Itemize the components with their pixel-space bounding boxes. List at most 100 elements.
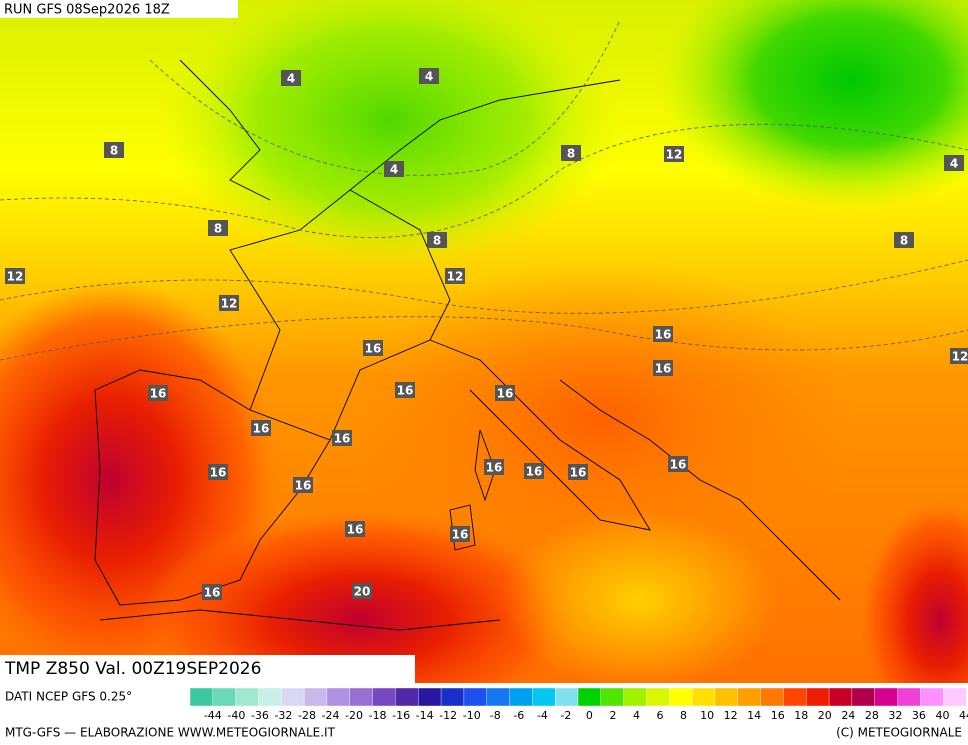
contour-label: 12	[950, 348, 968, 364]
legend-swatch	[646, 687, 670, 707]
contour-label-box	[148, 385, 168, 401]
contour-label-text: 16	[570, 466, 587, 480]
contour-label-text: 4	[950, 157, 958, 171]
contour-label-text: 16	[150, 387, 167, 401]
contour-label-box	[208, 464, 228, 480]
legend-tick-label: -40	[227, 709, 245, 722]
contour-label: 16	[450, 526, 470, 542]
legend-swatch	[600, 687, 625, 707]
legend-tick-label: 4	[633, 709, 640, 722]
contour-label-box	[345, 521, 365, 537]
legend-tick-label: 6	[657, 709, 664, 722]
contour-label: 16	[332, 430, 352, 446]
run-label: RUN GFS 08Sep2026 18Z	[4, 3, 170, 18]
contour-labels: 4 4 8 4 8 12 4 8 8 8 12 12 12 16 12 16 16 16 16 16 16 16 16 16 1…	[5, 68, 968, 600]
contour-label-text: 12	[952, 350, 968, 364]
source-label: DATI NCEP GFS 0.25°	[5, 690, 132, 704]
contour-label: 16	[395, 382, 415, 398]
legend-tick-label: -32	[274, 709, 292, 722]
contour-label-text: 16	[655, 328, 672, 342]
contour-label-text: 16	[452, 528, 469, 542]
contour-label-text: 20	[354, 585, 371, 599]
contour-label-box	[568, 464, 588, 480]
legend-swatch	[395, 687, 419, 707]
contour-label-box	[202, 584, 222, 600]
legend-swatch	[623, 687, 647, 707]
contour-label: 16	[653, 360, 673, 376]
contour-label-text: 8	[567, 147, 575, 161]
contour-label-box	[104, 142, 124, 158]
legend-tick-label: -36	[251, 709, 269, 722]
legend-swatch	[760, 687, 784, 707]
contour-label-box	[395, 382, 415, 398]
legend-tick-label: 20	[818, 709, 832, 722]
contour-label: 4	[281, 70, 301, 86]
contour-label: 8	[208, 220, 228, 236]
contour-label-box	[524, 463, 544, 479]
legend-tick-label: -16	[392, 709, 410, 722]
contour-label: 16	[653, 326, 673, 342]
contour-label: 12	[5, 268, 25, 284]
legend-swatch	[920, 687, 944, 707]
contour-label: 12	[445, 268, 465, 284]
contour-label-box	[5, 268, 25, 284]
legend-tick-label: -12	[439, 709, 457, 722]
legend-swatch	[897, 687, 921, 707]
contour-label-text: 12	[447, 270, 464, 284]
contour-label: 16	[293, 477, 313, 493]
contour-label: 16	[484, 459, 504, 475]
contour-label-box	[427, 232, 447, 248]
legend-swatch	[851, 687, 876, 707]
legend-tick-label: -44	[204, 709, 222, 722]
contour-label-text: 8	[214, 222, 222, 236]
contour-label-text: 8	[110, 144, 118, 158]
contour-label-box	[561, 145, 581, 161]
legend-tick-label: -20	[345, 709, 363, 722]
contour-label-box	[668, 456, 688, 472]
contour-label: 20	[352, 583, 372, 599]
legend-tick-label: 44	[959, 709, 968, 722]
legend-tick-label: 24	[841, 709, 855, 722]
legend-swatch	[349, 687, 374, 707]
contour-label: 16	[208, 464, 228, 480]
legend-tick-label: -4	[537, 709, 548, 722]
legend-swatch	[486, 687, 511, 707]
contour-label-box	[445, 268, 465, 284]
contour-label-text: 16	[210, 466, 227, 480]
legend-swatch	[440, 687, 465, 707]
contour-label: 16	[345, 521, 365, 537]
contour-label: 8	[561, 145, 581, 161]
contour-label-box	[293, 477, 313, 493]
contour-label-text: 8	[900, 234, 908, 248]
contour-label-text: 16	[486, 461, 503, 475]
contour-label: 4	[419, 68, 439, 84]
contour-label-box	[281, 70, 301, 86]
legend-tick-label: 16	[771, 709, 785, 722]
legend-tick-label: 2	[609, 709, 616, 722]
legend-swatch	[212, 687, 237, 707]
legend-swatch	[463, 687, 488, 707]
legend-swatch	[714, 687, 739, 707]
contour-label: 16	[568, 464, 588, 480]
contour-label: 16	[251, 420, 271, 436]
legend: -44 -40 -36 -32 -28 -24 -20 -18 -16 -14 -12 -10 -8 -6…	[189, 687, 968, 722]
legend-swatch	[281, 687, 305, 707]
contour-label-box	[944, 155, 964, 171]
legend-swatch	[669, 687, 693, 707]
legend-tick-label: 36	[912, 709, 926, 722]
legend-tick-label: 32	[888, 709, 902, 722]
legend-swatch	[737, 687, 762, 707]
contour-label: 12	[219, 295, 239, 311]
legend-swatch	[942, 687, 967, 707]
contour-label-box	[384, 161, 404, 177]
contour-label-text: 16	[204, 586, 221, 600]
legend-tick-label: -8	[490, 709, 501, 722]
contour-label-text: 16	[655, 362, 672, 376]
contour-label-box	[894, 232, 914, 248]
contour-label-box	[419, 68, 439, 84]
contour-label-text: 4	[425, 70, 433, 84]
contour-label-box	[450, 526, 470, 542]
legend-tick-label: -28	[298, 709, 316, 722]
